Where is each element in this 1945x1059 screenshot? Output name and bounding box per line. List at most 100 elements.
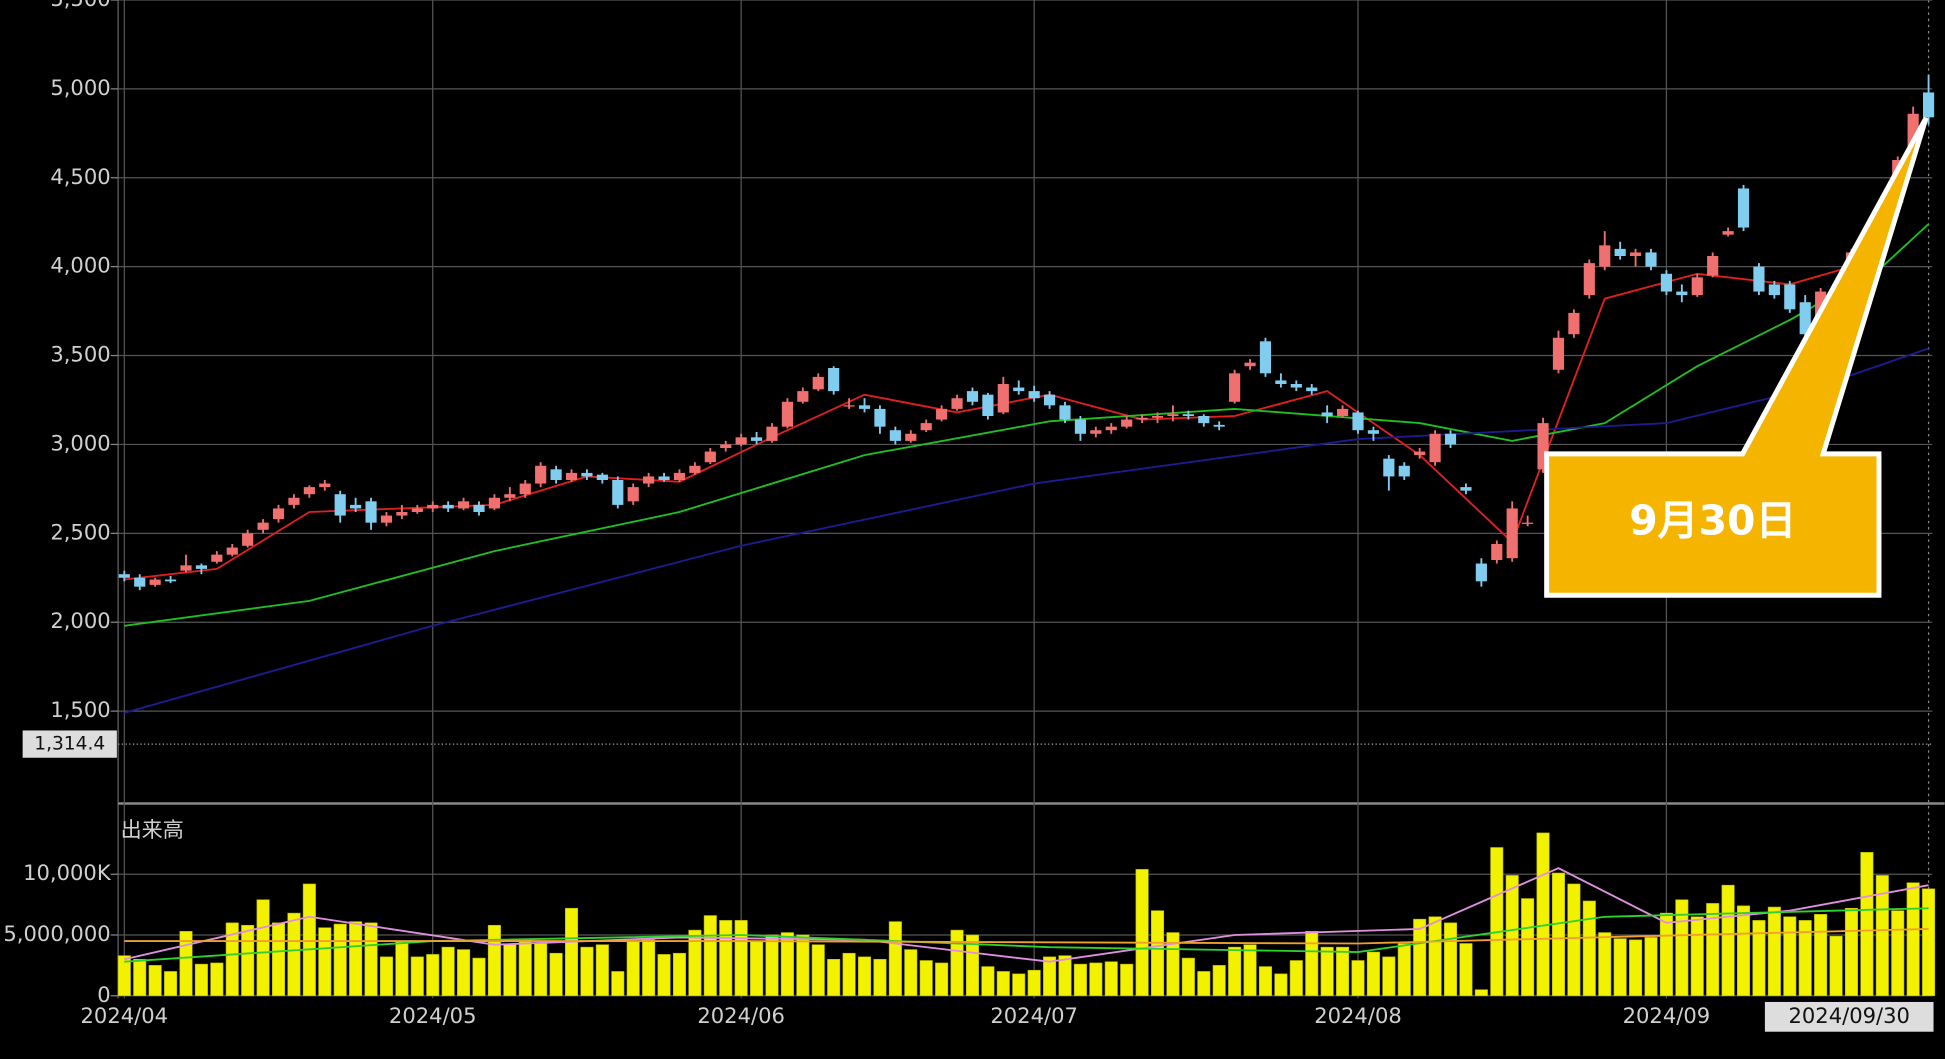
- y-tick-label: 5,500: [50, 0, 110, 11]
- candle-body: [858, 405, 871, 409]
- candle-body: [643, 476, 655, 484]
- volume-bar: [117, 955, 131, 997]
- candle-body: [1352, 412, 1364, 431]
- volume-bar: [395, 940, 409, 997]
- candle-body: [750, 437, 763, 441]
- candle-body: [519, 483, 531, 495]
- volume-bar: [1382, 956, 1396, 997]
- volume-bar: [1181, 957, 1195, 997]
- candle-body: [1506, 508, 1518, 559]
- volume-bar: [441, 946, 455, 997]
- volume-bar: [1073, 963, 1087, 997]
- candle-body: [457, 501, 470, 509]
- candle-body: [504, 494, 516, 498]
- volume-bar: [1783, 916, 1797, 997]
- volume-bar: [272, 922, 286, 997]
- candle-body: [797, 391, 809, 402]
- volume-bar: [595, 944, 609, 997]
- candle-body: [1367, 430, 1379, 434]
- volume-bar: [719, 920, 733, 997]
- candle-body: [1707, 255, 1719, 276]
- candle-body: [1645, 252, 1657, 267]
- candle-body: [1722, 231, 1734, 235]
- candle-body: [1182, 414, 1194, 416]
- volume-bar: [1582, 900, 1596, 997]
- volume-bar: [1598, 932, 1612, 997]
- volume-bar: [1351, 960, 1365, 997]
- volume-bar: [1320, 946, 1334, 997]
- volume-bar: [734, 920, 748, 997]
- candle-body: [704, 451, 716, 463]
- y-tick-label: 4,500: [50, 164, 110, 189]
- x-tick-label: 2024/09/30: [1788, 1003, 1910, 1028]
- plot-layer: 2024/04 2024/05 2024/06 2024/07 2024/08 2024/…: [3, 0, 1936, 1032]
- volume-bar: [302, 883, 316, 997]
- volume-bar: [1875, 875, 1889, 997]
- candle-body: [689, 465, 701, 473]
- volume-bar: [1428, 916, 1442, 997]
- candle-body: [1290, 383, 1302, 388]
- volume-bar: [780, 932, 794, 997]
- volume-bar: [1228, 946, 1242, 997]
- candle-body: [149, 579, 161, 585]
- candle-body: [288, 497, 300, 505]
- candle-body: [1259, 341, 1272, 374]
- volume-bar: [1120, 963, 1134, 997]
- volume-bar: [1721, 884, 1735, 997]
- candle-body: [1737, 188, 1750, 228]
- volume-bar: [1444, 922, 1458, 997]
- volume-bar: [611, 971, 625, 997]
- volume-bar: [1104, 961, 1118, 997]
- candle-body: [427, 504, 439, 509]
- candle-body: [1691, 277, 1703, 296]
- volume-bar: [1258, 966, 1272, 997]
- volume-bar: [210, 962, 224, 997]
- candle-body: [766, 426, 778, 441]
- volume-bar: [1027, 969, 1041, 997]
- volume-bar: [1860, 852, 1874, 997]
- volume-bar: [364, 922, 378, 997]
- candle-body: [1676, 291, 1688, 296]
- candle-body: [1198, 415, 1210, 424]
- volume-bar: [1536, 832, 1550, 997]
- candle-body: [1013, 387, 1025, 392]
- x-tick-label: 2024/09: [1623, 1003, 1711, 1028]
- volume-bar: [1336, 946, 1350, 997]
- candle-body: [951, 398, 963, 409]
- volume-bar: [1814, 914, 1828, 997]
- candle-body: [226, 547, 238, 555]
- candle-body: [781, 401, 793, 427]
- candle-body: [1321, 412, 1333, 416]
- y-tick-label: 10,000K: [23, 860, 112, 885]
- candle-body: [118, 574, 130, 578]
- volume-bar: [241, 924, 255, 997]
- volume-bar: [179, 931, 193, 997]
- candle-body: [1244, 362, 1256, 367]
- volume-bar: [1906, 882, 1920, 997]
- candle-body: [1491, 543, 1503, 560]
- candle-body: [396, 511, 408, 516]
- volume-bar: [1459, 943, 1473, 997]
- candle-body: [720, 444, 732, 448]
- volume-bar: [688, 929, 702, 997]
- moving-average-line: [124, 927, 1929, 945]
- volume-bar: [703, 915, 717, 997]
- candle-body: [550, 469, 562, 480]
- candle-body: [1167, 414, 1179, 416]
- candle-body: [905, 433, 917, 441]
- volume-bar: [858, 956, 872, 997]
- volume-bar: [919, 960, 933, 997]
- candle-body: [812, 376, 824, 390]
- candle-body: [997, 383, 1009, 413]
- candle-body: [442, 504, 454, 509]
- candle-body: [1336, 408, 1349, 416]
- volume-bar: [1829, 935, 1843, 997]
- volume-bar: [164, 971, 178, 997]
- volume-bar: [1567, 883, 1581, 997]
- candle-body: [1614, 248, 1626, 256]
- date-label-box: [1764, 1001, 1934, 1032]
- y-tick-label: 4,000: [50, 253, 110, 278]
- volume-bar: [1212, 965, 1226, 997]
- candle-body: [180, 565, 192, 571]
